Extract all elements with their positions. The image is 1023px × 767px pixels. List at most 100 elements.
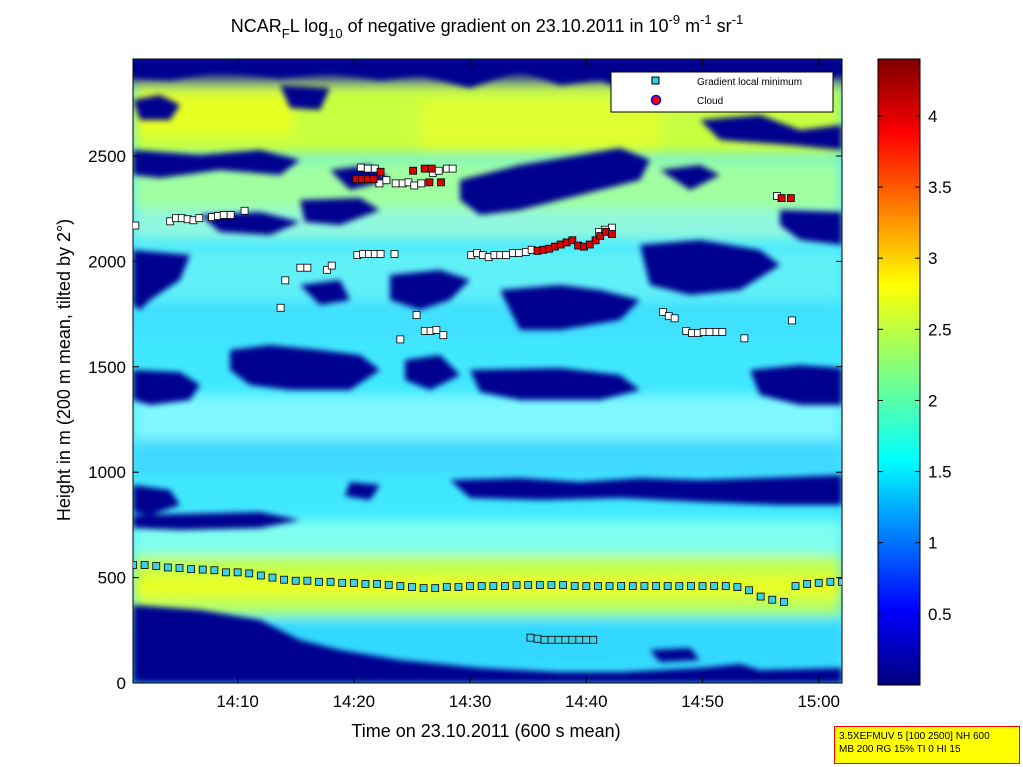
gradient-min-marker-low: [582, 582, 591, 590]
gradient-min-marker-low: [361, 580, 370, 588]
cloud-marker: [427, 164, 436, 173]
gradient-min-marker-low: [187, 565, 196, 574]
gradient-min-marker: [718, 328, 727, 336]
info-box: 3.5XEFMUV 5 [100 2500] NH 600 MB 200 RG …: [834, 726, 1020, 764]
cloud-marker: [591, 236, 600, 245]
gradient-min-marker-low: [477, 582, 486, 590]
gradient-min-marker-low: [268, 573, 277, 582]
gradient-min-marker-low: [745, 586, 753, 595]
gradient-min-marker-low: [408, 583, 416, 591]
gradient-min-marker-low: [575, 635, 584, 644]
gradient-min-marker-low: [568, 635, 577, 644]
gradient-min-marker: [219, 211, 228, 219]
gradient-min-marker-low: [396, 582, 405, 590]
colorbar-tick-label: 3: [928, 249, 937, 268]
cloud-marker: [786, 194, 795, 203]
gradient-min-marker-low: [338, 578, 347, 587]
gradient-min-marker-low: [535, 581, 544, 589]
colorbar-tick-label: 1: [928, 534, 937, 553]
gradient-min-marker: [417, 179, 426, 188]
colorbar: [877, 58, 921, 686]
gradient-min-marker-low: [419, 584, 428, 593]
y-axis: 0 500 1000 1500 2000 2500: [88, 147, 842, 693]
gradient-min-marker-low: [210, 566, 219, 575]
gradient-min-marker: [327, 261, 336, 270]
gradient-min-marker-low: [547, 635, 556, 644]
colorbar-tick-label: 2: [928, 391, 937, 410]
gradient-min-marker-low: [687, 582, 695, 590]
cloud-marker: [777, 194, 786, 203]
gradient-min-marker-low: [454, 583, 463, 591]
y-tick-label: 2500: [88, 147, 126, 166]
gradient-min-marker-low: [838, 577, 842, 586]
legend-cloud-label: Cloud: [697, 96, 723, 107]
heatmap-area: [133, 59, 842, 683]
cloud-marker: [369, 175, 378, 184]
cloud-marker: [437, 178, 445, 187]
gradient-min-marker: [670, 314, 679, 323]
gradient-min-marker-low: [756, 592, 765, 601]
gradient-min-marker-low: [540, 635, 549, 644]
gradient-min-marker-low: [570, 582, 579, 590]
gradient-min-marker-low: [617, 582, 626, 590]
gradient-min-marker: [133, 221, 140, 230]
cloud-marker: [425, 178, 434, 187]
gradient-min-marker-low: [533, 634, 542, 643]
gradient-min-marker-low: [675, 582, 684, 590]
y-tick-label: 1000: [88, 463, 126, 482]
x-tick-label: 14:10: [216, 692, 259, 711]
gradient-min-marker: [502, 251, 510, 259]
legend-cloud-marker: [650, 94, 662, 106]
marker-layer: [133, 163, 842, 644]
gradient-min-marker-low: [152, 562, 161, 570]
gradient-min-marker-low: [547, 581, 556, 589]
gradient-min-marker-low: [466, 582, 474, 590]
y-tick-label: 500: [98, 569, 126, 588]
gradient-min-marker-low: [589, 635, 598, 644]
x-tick-label: 14:50: [681, 692, 724, 711]
y-tick-label: 2000: [88, 252, 126, 271]
gradient-min-marker-low: [373, 580, 381, 588]
gradient-min-marker-low: [554, 635, 563, 644]
gradient-min-marker: [705, 328, 714, 336]
y-tick-label: 0: [117, 674, 126, 693]
colorbar-ticks: 0.5 1 1.5 2 2.5 3 3.5 4: [878, 107, 952, 624]
y-tick-label: 1500: [88, 358, 126, 377]
x-axis: 14:10 14:20 14:30 14:40 14:50 15:00: [216, 59, 840, 711]
gradient-min-marker-low: [133, 561, 137, 569]
gradient-min-marker: [240, 206, 249, 215]
gradient-min-marker-low: [733, 583, 742, 591]
gradient-min-marker-low: [582, 635, 591, 644]
cloud-marker: [607, 230, 616, 238]
gradient-min-marker-low: [280, 575, 288, 584]
gradient-min-marker: [432, 325, 441, 334]
x-tick-label: 14:30: [449, 692, 492, 711]
gradient-min-marker: [514, 249, 523, 257]
gradient-min-marker-low: [594, 582, 602, 590]
gradient-min-marker-low: [512, 581, 521, 589]
gradient-min-marker-low: [559, 581, 567, 589]
gradient-min-marker-low: [640, 582, 649, 590]
gradient-min-marker-low: [222, 568, 230, 577]
gradient-min-marker: [226, 211, 235, 219]
gradient-min-marker: [448, 164, 457, 173]
gradient-min-marker: [323, 265, 332, 274]
y-axis-label: Height in m (200 m mean, tilted by 2°): [54, 219, 74, 521]
gradient-min-marker: [740, 334, 749, 343]
gradient-min-marker-low: [826, 577, 835, 586]
cloud-marker: [585, 240, 594, 249]
gradient-min-marker-low: [698, 582, 707, 590]
gradient-min-marker-low: [315, 577, 323, 586]
x-tick-label: 14:20: [333, 692, 376, 711]
cloud-marker: [568, 236, 577, 245]
gradient-min-marker-low: [442, 583, 451, 591]
gradient-min-marker-low: [663, 582, 672, 590]
gradient-min-marker: [391, 179, 400, 188]
gradient-min-marker: [382, 176, 391, 185]
cloud-marker: [376, 167, 385, 176]
gradient-min-marker-low: [233, 568, 242, 577]
gradient-min-marker-low: [489, 582, 498, 590]
chart-title: NCARFL log10 of negative gradient on 23.…: [231, 12, 743, 41]
colorbar-tick-label: 1.5: [928, 463, 952, 482]
